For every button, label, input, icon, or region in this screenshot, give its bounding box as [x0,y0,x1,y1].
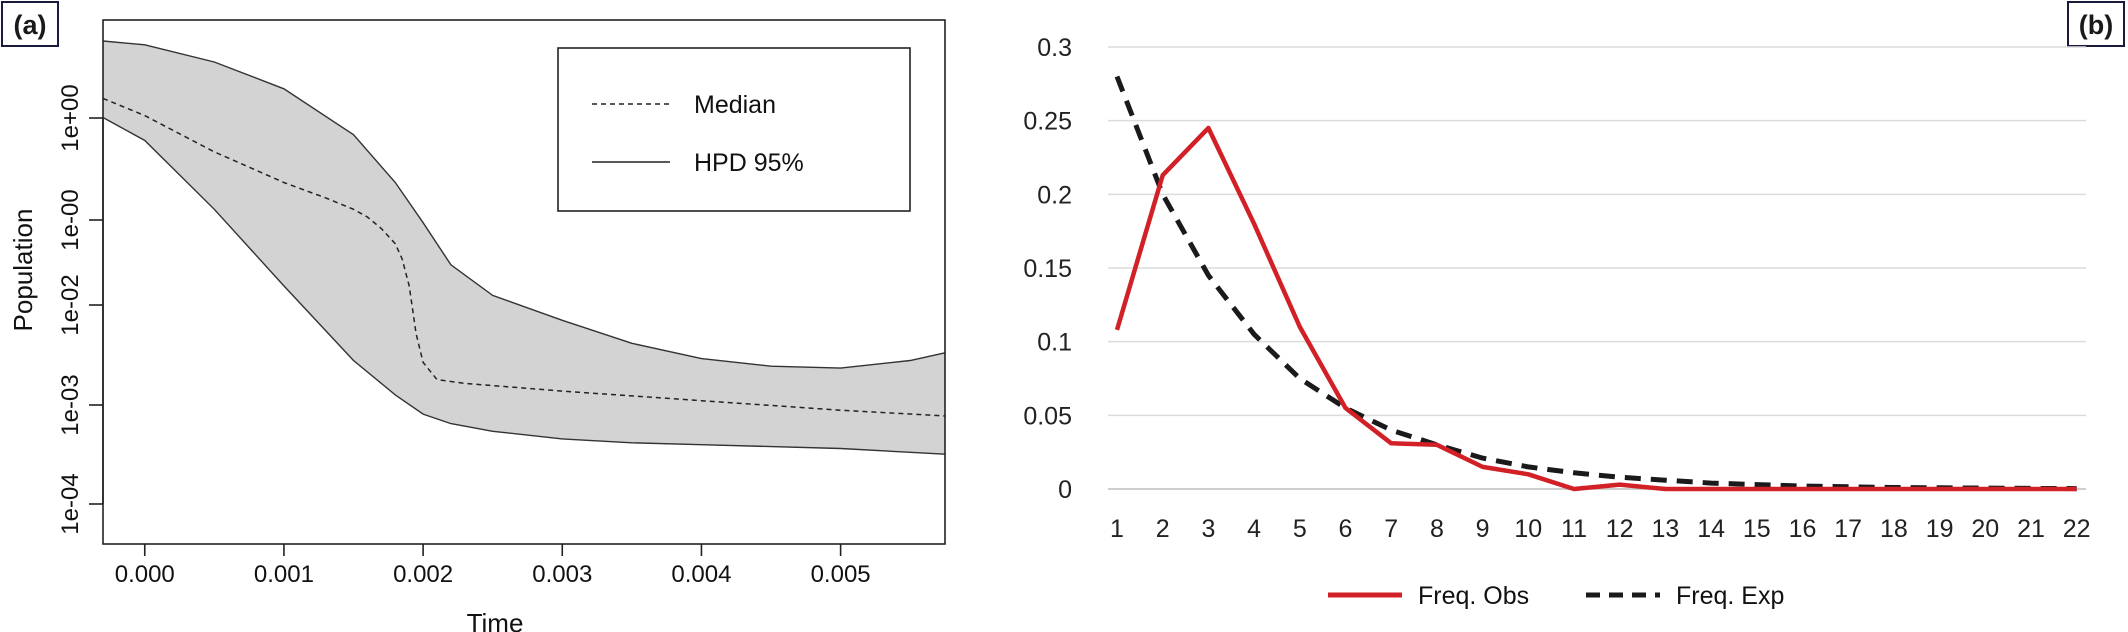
x-tick-label: 10 [1514,515,1542,543]
x-tick-label: 0.003 [532,561,592,588]
plot-b-x-axis: 1 2 3 4 5 6 7 8 9 10 11 12 13 14 15 16 17 18 19 20 21 22 [1110,515,2091,543]
x-tick-label: 14 [1697,515,1725,543]
hpd-upper-line [102,40,946,369]
median-path [102,97,946,417]
x-tick-label: 11 [1561,515,1587,543]
x-tick-label: 17 [1834,515,1862,543]
y-tick-label: 0.15 [1023,255,1072,283]
panel-a: (a) 1e-04 1e-03 1e-02 1e-00 1e+00 0.000 0.001… [1,1,946,632]
plot-b-series [1114,75,2077,492]
x-tick-label: 20 [1971,515,1999,543]
y-tick-label: 1e-02 [57,274,84,335]
x-tick-label: 1 [1110,515,1124,543]
x-tick-label: 13 [1651,515,1679,543]
y-tick-label: 1e-00 [57,189,84,250]
legend-hpd-label: HPD 95% [694,149,804,177]
y-tick-label: 1e+00 [57,84,84,151]
x-tick-label: 19 [1926,515,1954,543]
plot-a-x-axis: 0.000 0.001 0.002 0.003 0.004 0.005 [115,544,871,588]
x-tick-label: 4 [1247,515,1261,543]
x-tick-label: 0.001 [254,561,314,588]
legend-obs-label: Freq. Obs [1418,582,1529,610]
plot-b-legend: Freq. Obs Freq. Exp [1328,582,1784,610]
legend-exp-label: Freq. Exp [1676,582,1784,610]
legend-median-label: Median [694,91,776,119]
x-tick-label: 6 [1339,515,1353,543]
x-tick-label: 12 [1606,515,1634,543]
hpd-band [102,40,946,455]
x-tick-label: 9 [1476,515,1490,543]
x-tick-label: 22 [2063,515,2091,543]
median-line [102,97,946,417]
x-tick-label: 3 [1201,515,1215,543]
hpd-band-fill [103,41,945,455]
plot-a-ylabel: Population [8,209,38,332]
x-tick-label: 7 [1384,515,1398,543]
x-tick-label: 18 [1880,515,1908,543]
x-tick-label: 0.004 [671,561,731,588]
y-tick-label: 0.05 [1023,402,1072,430]
freq-obs-line [1114,125,2077,492]
panel-a-label-box [1,1,59,47]
y-tick-label: 1e-03 [57,374,84,435]
x-tick-label: 2 [1156,515,1170,543]
x-tick-label: 0.002 [393,561,453,588]
panel-b-label-box [2067,1,2125,47]
panel-b: (b) 00.050.10.150.20.250.3 1 2 3 4 5 6 7 8 9 10 11… [1023,1,2125,610]
plot-b-y-axis: 0 0.05 0.1 0.15 0.2 0.25 0.3 [1023,34,1072,504]
legend-box [557,47,911,212]
y-tick-label: 0.3 [1037,34,1072,62]
y-tick-label: 0 [1058,476,1072,504]
y-tick-label: 1e-04 [57,473,84,534]
plot-a-legend: Median HPD 95% [557,47,911,212]
plot-b-gridlines [1108,46,2086,490]
x-tick-label: 8 [1430,515,1444,543]
plot-a-y-axis: 1e-04 1e-03 1e-02 1e-00 1e+00 [57,84,104,535]
freq-exp-line [1114,75,2077,492]
panel-a-label: (a) [14,10,47,40]
hpd-lower-line [102,116,946,455]
x-tick-label: 21 [2017,515,2045,543]
panel-b-label: (b) [2079,10,2113,40]
x-tick-label: 0.000 [115,561,175,588]
y-tick-label: 0.1 [1037,329,1072,357]
plot-a-xlabel: Time [467,608,524,632]
x-tick-label: 16 [1789,515,1817,543]
y-tick-label: 0.25 [1023,108,1072,136]
x-tick-label: 15 [1743,515,1771,543]
x-tick-label: 5 [1293,515,1307,543]
y-tick-label: 0.2 [1037,181,1072,209]
x-tick-label: 0.005 [811,561,871,588]
